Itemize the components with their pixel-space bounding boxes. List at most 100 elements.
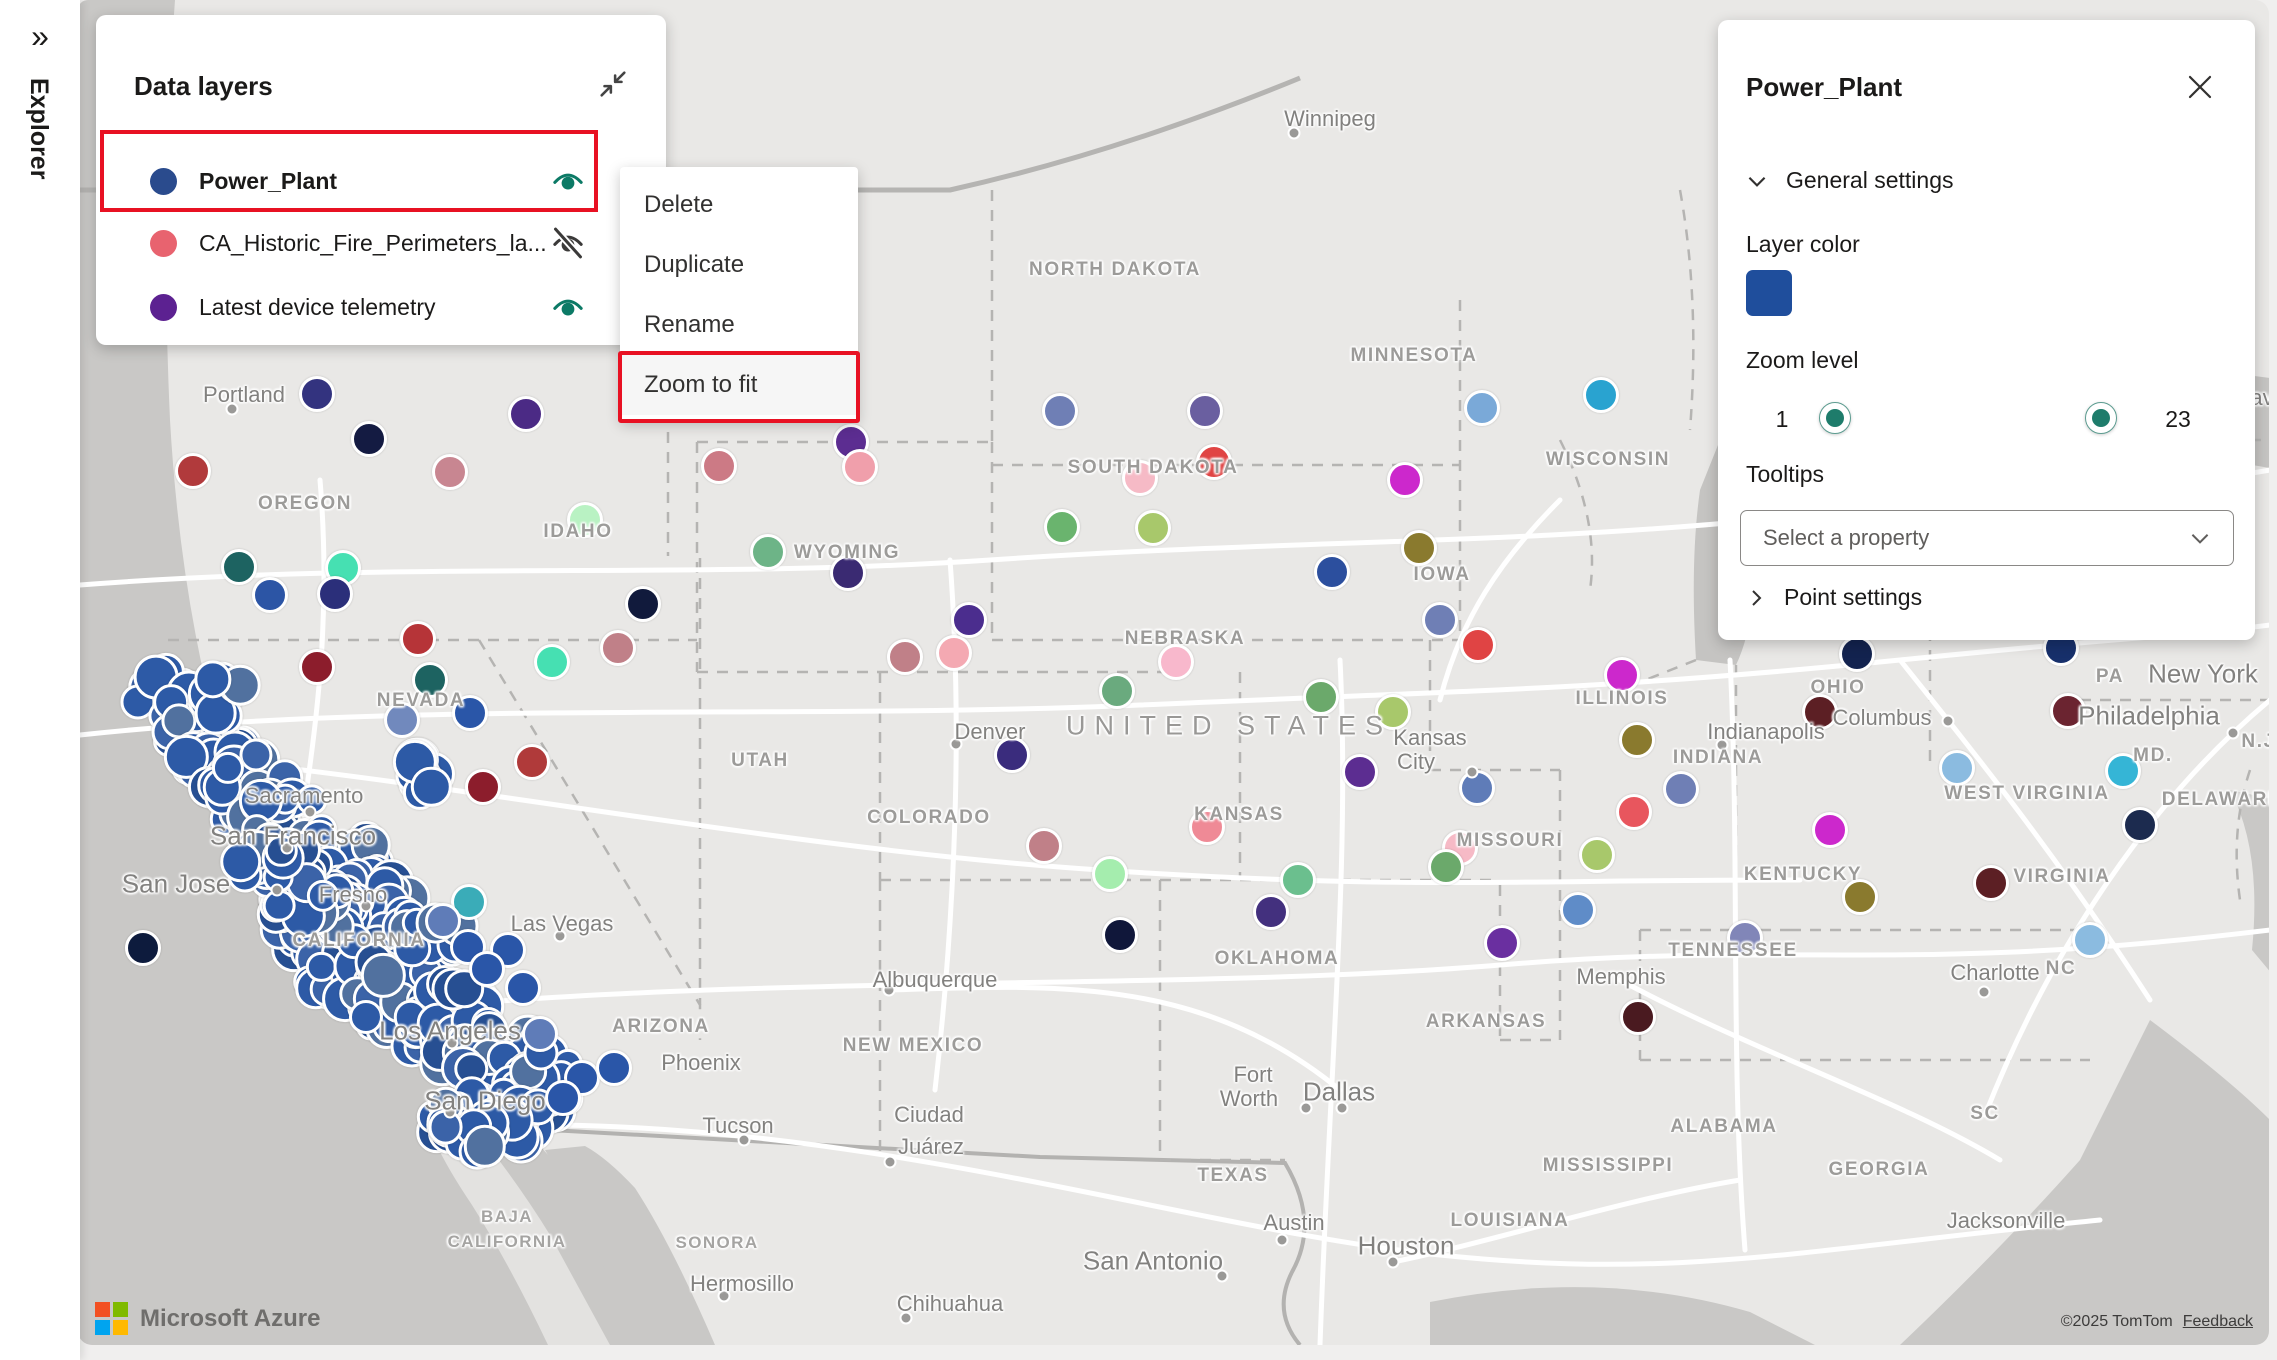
menu-item-rename[interactable]: Rename	[644, 311, 735, 338]
tooltip-property-select[interactable]: Select a property	[1740, 510, 2234, 566]
map-dot[interactable]	[1280, 862, 1316, 898]
map-dot[interactable]	[505, 970, 541, 1006]
map-dot[interactable]	[514, 744, 550, 780]
map-dot[interactable]	[522, 1016, 558, 1052]
visibility-eye-icon[interactable]	[550, 163, 586, 199]
map-dot[interactable]	[317, 576, 353, 612]
map-dot[interactable]	[842, 449, 878, 485]
map-dot[interactable]	[1939, 750, 1975, 786]
layer-swatch-fire[interactable]	[150, 229, 177, 257]
map-dot[interactable]	[1579, 837, 1615, 873]
map-dot[interactable]	[175, 453, 211, 489]
map-dot[interactable]	[1616, 794, 1652, 830]
cluster-dot[interactable]	[463, 1124, 506, 1168]
collapse-panel-icon[interactable]	[596, 67, 630, 101]
cluster-dot[interactable]	[411, 766, 452, 807]
feedback-link[interactable]: Feedback	[2182, 1313, 2253, 1330]
map-dot[interactable]	[1422, 602, 1458, 638]
map-dot[interactable]	[545, 1080, 581, 1116]
map-dot[interactable]	[125, 930, 161, 966]
map-dot[interactable]	[1092, 856, 1128, 892]
map-dot[interactable]	[1044, 509, 1080, 545]
map-dot[interactable]	[750, 534, 786, 570]
map-dot[interactable]	[1727, 920, 1763, 956]
map-dot[interactable]	[1122, 460, 1158, 496]
general-settings-toggle[interactable]: General settings	[1744, 167, 1953, 194]
map-dot[interactable]	[1099, 673, 1135, 709]
visibility-eye-off-icon[interactable]	[550, 225, 586, 261]
layer-row-telemetry[interactable]: Latest device telemetry	[116, 276, 646, 338]
expand-sidebar-icon[interactable]: »	[31, 18, 49, 54]
cluster-dot[interactable]	[211, 751, 244, 784]
cluster-dot[interactable]	[238, 738, 273, 772]
map-dot[interactable]	[1839, 636, 1875, 672]
map-dot[interactable]	[432, 454, 468, 490]
zoom-slider-handle-max[interactable]	[2085, 402, 2117, 434]
map-dot[interactable]	[1484, 925, 1520, 961]
map-dot[interactable]	[384, 702, 420, 738]
map-dot[interactable]	[1812, 812, 1848, 848]
map-dot[interactable]	[1342, 754, 1378, 790]
map-dot[interactable]	[1560, 892, 1596, 928]
map-dot[interactable]	[465, 769, 501, 805]
map-dot[interactable]	[1042, 393, 1078, 429]
map-dot[interactable]	[412, 662, 448, 698]
map-dot[interactable]	[830, 555, 866, 591]
map-dot[interactable]	[299, 376, 335, 412]
map-dot[interactable]	[1620, 999, 1656, 1035]
map-dot[interactable]	[596, 1050, 632, 1086]
visibility-eye-icon[interactable]	[550, 289, 586, 325]
map-dot[interactable]	[1196, 444, 1232, 480]
map-dot[interactable]	[452, 695, 488, 731]
map-dot[interactable]	[1102, 917, 1138, 953]
map-dot[interactable]	[951, 602, 987, 638]
cluster-dot[interactable]	[306, 951, 337, 982]
map-dot[interactable]	[1387, 462, 1423, 498]
layer-swatch-telemetry[interactable]	[150, 293, 177, 321]
map-dot[interactable]	[1253, 894, 1289, 930]
cluster-dot[interactable]	[296, 783, 328, 816]
map-dot[interactable]	[1158, 644, 1194, 680]
layer-row-fire-perimeters[interactable]: CA_Historic_Fire_Perimeters_la...	[116, 212, 646, 274]
map-dot[interactable]	[1026, 828, 1062, 864]
map-dot[interactable]	[469, 951, 505, 987]
zoom-slider-handle-min[interactable]	[1819, 402, 1851, 434]
cluster-dot[interactable]	[193, 660, 232, 699]
map-dot[interactable]	[1135, 510, 1171, 546]
map-dot[interactable]	[2105, 753, 2141, 789]
map-dot[interactable]	[221, 549, 257, 585]
map-dot[interactable]	[1187, 393, 1223, 429]
map-dot[interactable]	[351, 421, 387, 457]
point-settings-toggle[interactable]: Point settings	[1744, 584, 1922, 611]
map-dot[interactable]	[2122, 807, 2158, 843]
map-dot[interactable]	[1973, 865, 2009, 901]
map-dot[interactable]	[1314, 554, 1350, 590]
map-dot[interactable]	[936, 635, 972, 671]
map-dot[interactable]	[2072, 922, 2108, 958]
map-dot[interactable]	[1464, 390, 1500, 426]
map-dot[interactable]	[252, 577, 288, 613]
map-dot[interactable]	[887, 639, 923, 675]
map-dot[interactable]	[1619, 722, 1655, 758]
map-dot[interactable]	[567, 502, 603, 538]
cluster-dot[interactable]	[307, 879, 340, 913]
map-dot[interactable]	[1189, 809, 1225, 845]
map-dot[interactable]	[1460, 627, 1496, 663]
map-dot[interactable]	[1663, 771, 1699, 807]
map-dot[interactable]	[508, 396, 544, 432]
layer-swatch-power-plant[interactable]	[150, 167, 177, 195]
map-dot[interactable]	[534, 644, 570, 680]
map-dot[interactable]	[2050, 693, 2086, 729]
cluster-dot[interactable]	[349, 1000, 384, 1035]
map-dot[interactable]	[1428, 849, 1464, 885]
map-dot[interactable]	[1802, 694, 1838, 730]
close-icon[interactable]	[2185, 72, 2215, 102]
map-dot[interactable]	[1401, 530, 1437, 566]
map-dot[interactable]	[1375, 694, 1411, 730]
menu-item-delete[interactable]: Delete	[644, 191, 714, 218]
map-dot[interactable]	[1842, 879, 1878, 915]
map-dot[interactable]	[1604, 657, 1640, 693]
map-dot[interactable]	[600, 630, 636, 666]
map-dot[interactable]	[1303, 679, 1339, 715]
cluster-dot[interactable]	[220, 840, 262, 883]
